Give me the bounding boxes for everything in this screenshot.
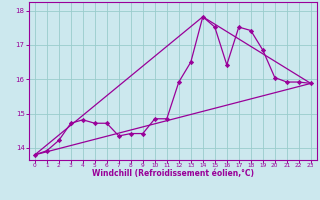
X-axis label: Windchill (Refroidissement éolien,°C): Windchill (Refroidissement éolien,°C) (92, 169, 254, 178)
